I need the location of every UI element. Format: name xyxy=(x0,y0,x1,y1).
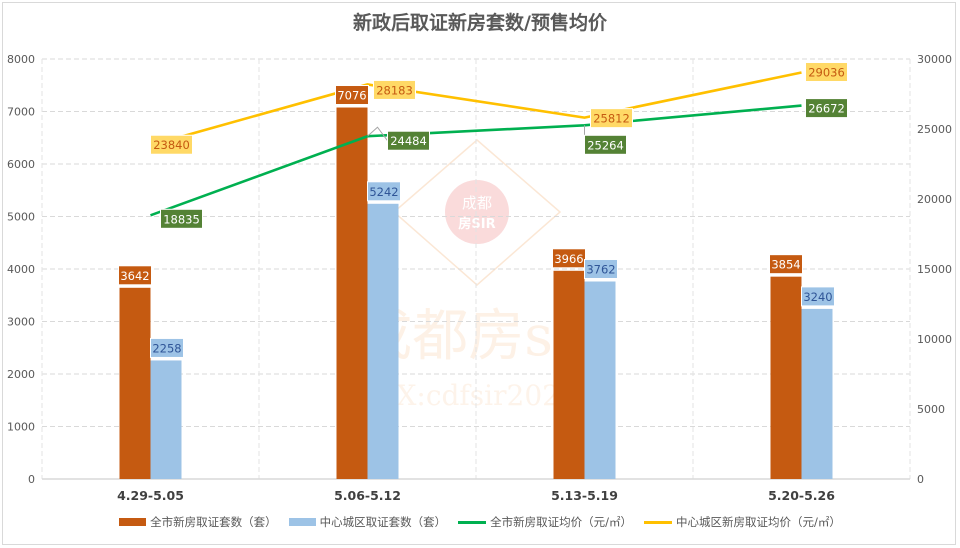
x-axis-tick: 5.06-5.12 xyxy=(334,488,401,503)
line-central-price xyxy=(150,71,802,147)
bar-data-label xyxy=(118,265,152,286)
svg-text:成都: 成都 xyxy=(462,194,492,212)
line-data-label xyxy=(373,79,416,100)
svg-text:2258: 2258 xyxy=(152,341,181,355)
legend-item[interactable]: 中心城区取证套数（套） xyxy=(288,514,447,530)
x-axis-tick: 4.29-5.05 xyxy=(117,488,184,503)
svg-text:3762: 3762 xyxy=(586,262,615,276)
bar xyxy=(584,281,616,479)
left-axis-tick: 4000 xyxy=(7,263,35,276)
legend-line-swatch xyxy=(458,520,487,524)
left-axis-tick: 2000 xyxy=(7,368,35,381)
svg-text:3854: 3854 xyxy=(771,258,800,272)
svg-text:26672: 26672 xyxy=(808,102,845,116)
right-axis-tick: 15000 xyxy=(917,263,952,276)
bar xyxy=(553,270,585,479)
legend-label: 全市新房取证均价（元/㎡） xyxy=(490,515,632,529)
svg-text:24484: 24484 xyxy=(390,134,427,148)
bar-data-label xyxy=(552,248,586,269)
left-axis-tick: 8000 xyxy=(7,53,35,66)
left-axis-tick: 3000 xyxy=(7,316,35,329)
right-axis-tick: 25000 xyxy=(917,123,952,136)
svg-text:25812: 25812 xyxy=(593,112,630,126)
svg-text:3642: 3642 xyxy=(120,269,149,283)
right-axis-tick: 30000 xyxy=(917,53,952,66)
bar-data-label xyxy=(801,286,835,307)
legend-bar-swatch xyxy=(119,518,147,526)
x-axis-tick: 5.13-5.19 xyxy=(551,488,618,503)
bar xyxy=(801,308,833,479)
svg-text:房SIR: 房SIR xyxy=(458,216,495,232)
legend: 全市新房取证套数（套） 中心城区取证套数（套） 全市新房取证均价（元/㎡） 中心城区新… xyxy=(0,514,960,530)
left-axis-tick: 7000 xyxy=(7,106,35,119)
svg-text:3240: 3240 xyxy=(803,290,832,304)
bar-data-label xyxy=(335,85,369,106)
svg-text:7076: 7076 xyxy=(337,89,366,103)
right-axis-tick: 10000 xyxy=(917,333,952,346)
legend-label: 中心城区新房取证均价（元/㎡） xyxy=(676,515,841,529)
legend-label: 全市新房取证套数（套） xyxy=(150,515,277,529)
x-axis-tick: 5.20-5.26 xyxy=(768,488,835,503)
svg-text:18835: 18835 xyxy=(163,212,200,226)
bar-data-label xyxy=(769,254,803,275)
bar xyxy=(367,203,399,480)
right-axis-tick: 20000 xyxy=(917,193,952,206)
svg-text:28183: 28183 xyxy=(376,83,413,97)
bar xyxy=(336,107,368,479)
bar xyxy=(119,287,151,479)
svg-text:29036: 29036 xyxy=(808,65,845,79)
legend-item[interactable]: 中心城区新房取证均价（元/㎡） xyxy=(644,514,841,530)
line-data-label xyxy=(584,134,627,155)
right-axis-tick: 5000 xyxy=(917,403,945,416)
line-data-label xyxy=(387,130,430,151)
left-y-axis: 0 1000 2000 3000 4000 5000 6000 7000 8000 xyxy=(7,53,35,486)
gridlines xyxy=(41,58,911,480)
line-series xyxy=(150,71,802,217)
left-axis-tick: 6000 xyxy=(7,158,35,171)
line-data-label xyxy=(805,98,848,119)
right-y-axis: 0 5000 10000 15000 20000 25000 30000 xyxy=(917,53,952,486)
left-axis-tick: 0 xyxy=(28,473,35,486)
legend-item[interactable]: 全市新房取证套数（套） xyxy=(119,514,277,530)
legend-line-swatch xyxy=(644,520,672,524)
legend-bar-swatch xyxy=(288,518,316,526)
svg-text:23840: 23840 xyxy=(153,138,190,152)
legend-item[interactable]: 全市新房取证均价（元/㎡） xyxy=(458,514,632,530)
line-citywide-price xyxy=(150,104,802,217)
legend-label: 中心城区取证套数（套） xyxy=(319,515,447,529)
right-axis-tick: 0 xyxy=(917,473,924,486)
line-data-label xyxy=(160,208,203,229)
line-data-label xyxy=(590,108,633,129)
svg-text:3966: 3966 xyxy=(554,252,583,266)
x-axis: 4.29-5.05 5.06-5.12 5.13-5.19 5.20-5.26 xyxy=(117,488,835,503)
bar-data-label xyxy=(150,337,184,358)
bar-data-label xyxy=(584,258,618,279)
bar-series xyxy=(119,107,833,480)
left-axis-tick: 5000 xyxy=(7,211,35,224)
bar-data-label xyxy=(367,181,401,202)
line-data-label xyxy=(805,61,848,82)
watermark-logo xyxy=(445,180,509,244)
bar xyxy=(770,276,802,479)
bar xyxy=(150,360,182,479)
svg-text:5242: 5242 xyxy=(369,185,398,199)
data-labels: 3642 7076 3966 3854 2258 5242 3762 3240 18835 244… xyxy=(118,61,848,358)
left-axis-tick: 1000 xyxy=(7,421,35,434)
line-data-label xyxy=(150,134,193,155)
svg-text:25264: 25264 xyxy=(587,138,624,152)
chart-title: 新政后取证新房套数/预售均价 xyxy=(353,12,607,34)
